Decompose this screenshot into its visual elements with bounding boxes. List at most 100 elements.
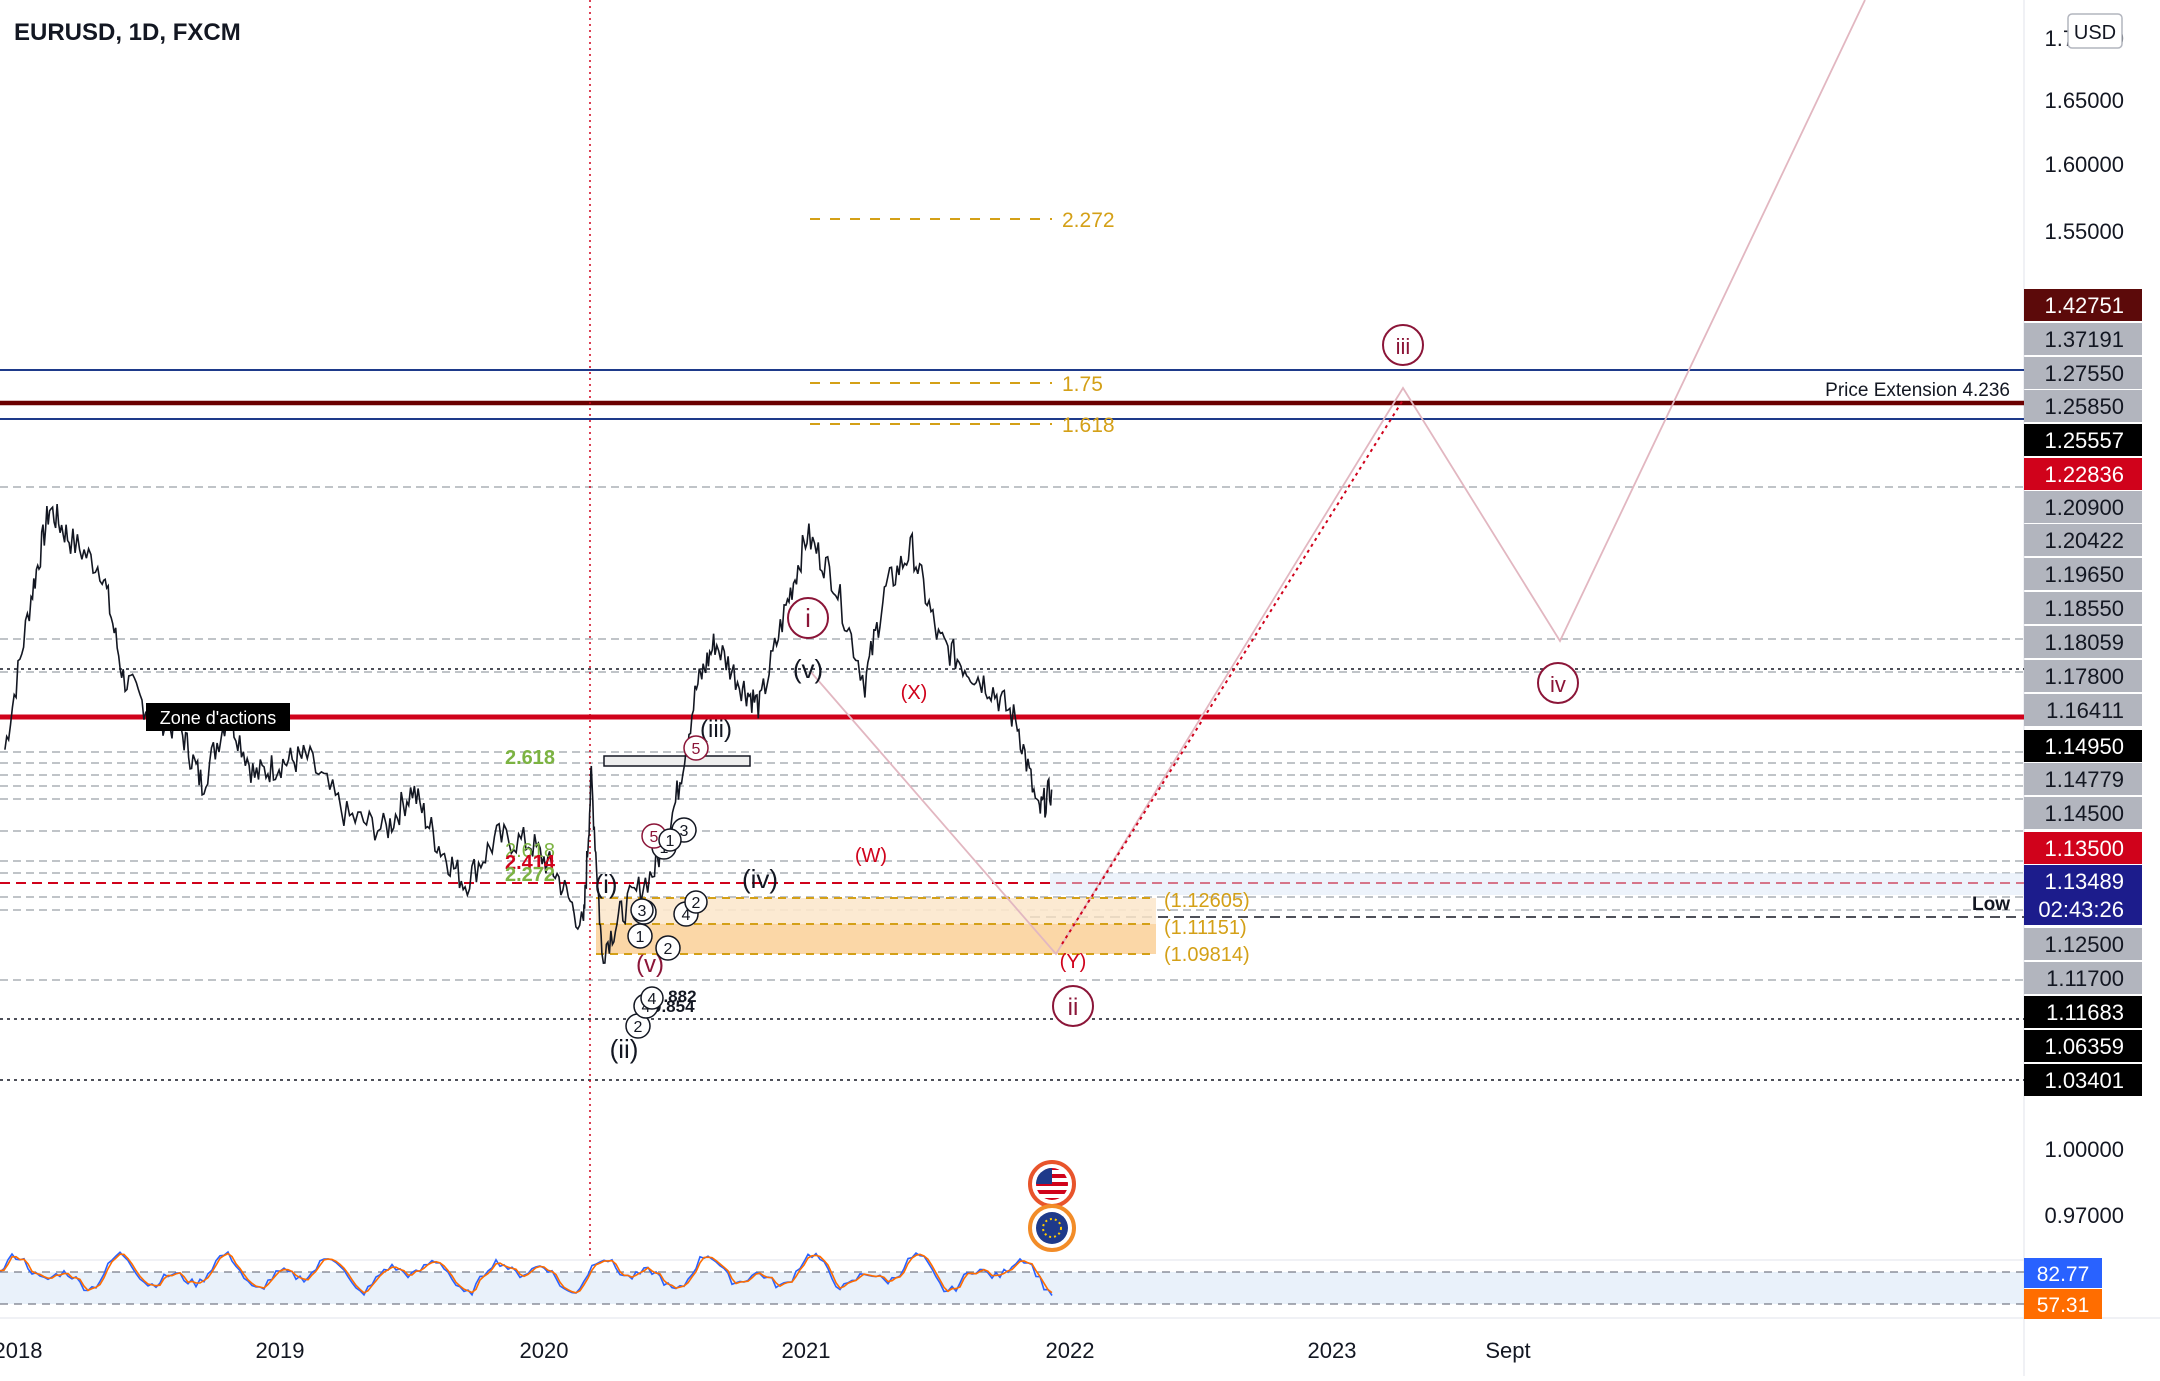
price-tag-label: 1.22836 xyxy=(2044,462,2124,487)
y-tick-1-00: 1.00000 xyxy=(2044,1137,2124,1162)
blue-tint-band xyxy=(1050,873,2024,895)
num-a1: 1 xyxy=(636,929,645,946)
stoch-band xyxy=(0,1272,2024,1304)
wave-v-black: (v) xyxy=(793,654,823,684)
target-label-1: (1.12605) xyxy=(1164,890,1250,912)
y-tick-1-65: 1.65000 xyxy=(2044,88,2124,113)
x-tick-2022: 2022 xyxy=(1046,1338,1095,1363)
price-tag-label: 1.06359 xyxy=(2044,1034,2124,1059)
fib-rect xyxy=(603,755,751,767)
price-tag-bg xyxy=(2024,357,2142,389)
price-tag-label: 1.17800 xyxy=(2044,664,2124,689)
price-tag-label: 1.18550 xyxy=(2044,596,2124,621)
price-tag-label: 1.25850 xyxy=(2044,394,2124,419)
wave-y-label: (Y) xyxy=(1060,951,1087,973)
wave-i-black: (i) xyxy=(594,869,617,899)
price-tag-label: 1.13500 xyxy=(2044,836,2124,861)
price-tag-bg xyxy=(2024,458,2142,490)
price-tag-label: 1.14779 xyxy=(2044,767,2124,792)
wave-iii: iii xyxy=(1382,324,1424,366)
num-c2: 2 xyxy=(692,895,701,912)
y-tick-0-97: 0.97000 xyxy=(2044,1203,2124,1228)
symbol-title[interactable]: EURUSD, 1D, FXCM xyxy=(14,19,241,46)
price-tag-bg xyxy=(2024,1064,2142,1096)
wave-w-label: (W) xyxy=(855,845,887,867)
fib-2-272-label: 2.272 xyxy=(1062,209,1115,232)
stoch-tag-k: 82.77 xyxy=(2024,1258,2102,1288)
price-tag-bg xyxy=(2024,323,2142,355)
price-tag-label: 1.14500 xyxy=(2044,801,2124,826)
price-tag-label: 1.20422 xyxy=(2044,528,2124,553)
x-tick-2020: 2020 xyxy=(520,1338,569,1363)
x-axis: 2018 2019 2020 2021 2022 2023 Sept xyxy=(0,1338,1531,1363)
num-c3: 3 xyxy=(638,903,647,920)
gold-fib-lines xyxy=(810,218,1052,425)
price-tag-bg xyxy=(2024,592,2142,624)
price-tag-label: 1.20900 xyxy=(2044,495,2124,520)
fib-1-618-label: 1.618 xyxy=(1062,414,1115,437)
projection-dotted xyxy=(1061,399,1404,945)
projection-path xyxy=(809,0,1866,956)
fib-1-75-label: 1.75 xyxy=(1062,373,1103,396)
stoch-tag-d: 57.31 xyxy=(2024,1289,2102,1319)
wave-iii-black: (iii) xyxy=(700,716,732,743)
price-scale-tags: 1.42751 1.37191 1.27550 1.25850 1.25557 1.228… xyxy=(2024,289,2142,1096)
price-tag-bg xyxy=(2024,491,2142,523)
price-tag-bg xyxy=(2024,996,2142,1028)
x-tick-2018: 2018 xyxy=(0,1338,42,1363)
price-tag-label: 1.11683 xyxy=(2046,1000,2124,1025)
price-tag-bg xyxy=(2024,424,2142,456)
num-a4: 4 xyxy=(682,907,691,924)
x-tick-2019: 2019 xyxy=(256,1338,305,1363)
price-tag-label: 1.25557 xyxy=(2044,428,2124,453)
wave-i-label: i xyxy=(805,603,811,633)
fib-left-2-414: 2.414 xyxy=(505,852,556,874)
price-tag-bg xyxy=(2024,390,2142,422)
wave-ii-label: ii xyxy=(1068,994,1079,1021)
us-flag-icon[interactable] xyxy=(1028,1160,1076,1208)
wave-iv-label: iv xyxy=(1550,672,1566,697)
price-tag-label: 1.13489 xyxy=(2044,869,2124,894)
stoch-value-d: 57.31 xyxy=(2037,1294,2090,1317)
price-tag-label: 1.03401 xyxy=(2044,1068,2124,1093)
price-tag-bg xyxy=(2024,660,2142,692)
price-tag-bg xyxy=(2024,558,2142,590)
x-tick-sept: Sept xyxy=(1485,1338,1530,1363)
price-tag-bg xyxy=(2024,763,2142,795)
target-label-2: (1.11151) xyxy=(1164,917,1247,939)
price-tag-label: 1.27550 xyxy=(2044,361,2124,386)
dotted-levels xyxy=(0,668,2024,1081)
zone-label: Zone d'actions xyxy=(160,708,277,728)
num-c1: 1 xyxy=(666,833,675,850)
price-tag-label: 1.12500 xyxy=(2044,932,2124,957)
y-tick-1-55: 1.55000 xyxy=(2044,219,2124,244)
price-tag-bg xyxy=(2024,289,2142,321)
y-tick-1-60: 1.60000 xyxy=(2044,152,2124,177)
label-0-882: 0.882 xyxy=(654,987,697,1006)
currency-button[interactable]: USD xyxy=(2067,13,2123,49)
price-tag-label: 1.11700 xyxy=(2046,966,2124,991)
wave-ii: ii xyxy=(1052,985,1094,1027)
wave-x-label: (X) xyxy=(901,682,928,704)
price-tag-label: 1.18059 xyxy=(2044,630,2124,655)
price-tag-bg xyxy=(2024,730,2142,762)
price-tag-label: 1.37191 xyxy=(2044,327,2124,352)
price-tag-bg xyxy=(2024,1030,2142,1062)
eu-flag-icon[interactable] xyxy=(1028,1204,1076,1252)
currency-button-label[interactable]: USD xyxy=(2074,22,2116,44)
price-tag-bg xyxy=(2024,694,2142,726)
price-tag-label: 02:43:26 xyxy=(2038,897,2124,922)
num-a5: 5 xyxy=(692,741,701,758)
price-tag-label: 1.14950 xyxy=(2044,734,2124,759)
price-tag-label: 1.19650 xyxy=(2044,562,2124,587)
price-tag-bg xyxy=(2024,524,2142,556)
price-tag-bg xyxy=(2024,832,2142,864)
stoch-value-k: 82.77 xyxy=(2037,1263,2090,1286)
price-tag-label: 1.42751 xyxy=(2044,293,2124,318)
x-tick-2023: 2023 xyxy=(1308,1338,1357,1363)
num-a2: 2 xyxy=(664,941,673,958)
num-b2: 2 xyxy=(634,1019,643,1036)
price-tag-bg xyxy=(2024,928,2142,960)
